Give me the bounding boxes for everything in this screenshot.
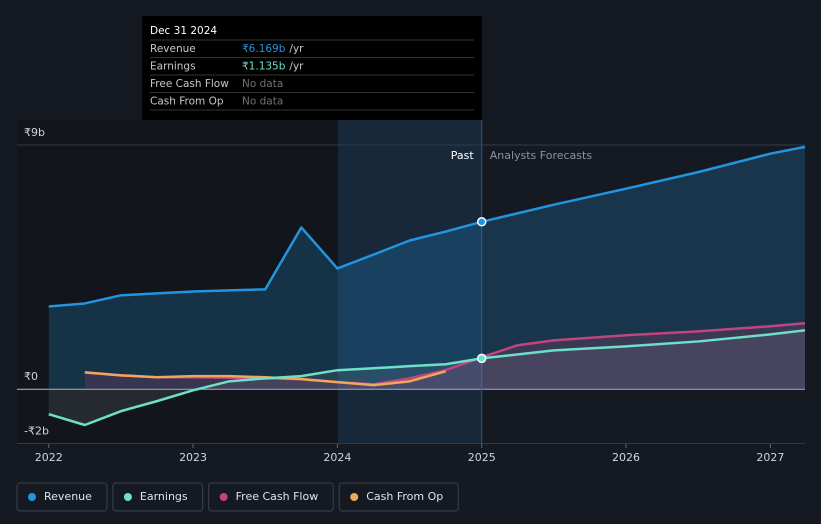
point-marker: [476, 353, 487, 364]
legend-button[interactable]: [16, 482, 108, 512]
tooltip-unit: /yr: [289, 61, 304, 73]
area: [48, 146, 805, 390]
series-line: [48, 145, 806, 308]
tooltip-value: No data: [242, 78, 283, 90]
y-tick-label: ₹9b: [24, 126, 45, 139]
legend-button[interactable]: [208, 482, 334, 512]
tooltip-title: Dec 31 2024: [150, 25, 217, 37]
tooltip-box: [142, 16, 482, 120]
tooltip-label: Free Cash Flow: [150, 78, 229, 90]
x-tick-label: 2022: [35, 451, 63, 464]
x-tick-label: 2026: [612, 451, 640, 464]
tooltip-value: ₹1.135b: [242, 61, 286, 73]
x-tick-label: 2023: [179, 451, 207, 464]
legend-item[interactable]: Revenue: [16, 482, 108, 512]
legend-swatch: [123, 493, 132, 501]
tooltip-value: No data: [242, 96, 283, 108]
tooltip-unit: /yr: [289, 43, 304, 55]
y-tick-label: ₹0: [24, 370, 38, 383]
point-marker: [476, 217, 487, 227]
past-label: Past: [451, 149, 475, 162]
past-shade: [17, 120, 338, 444]
legend-swatch: [219, 493, 228, 501]
legend-label[interactable]: Revenue: [44, 490, 92, 503]
x-tick-label: 2027: [756, 451, 784, 464]
legend-label[interactable]: Cash From Op: [366, 490, 443, 503]
legend-item[interactable]: Earnings: [112, 482, 204, 512]
tooltip-label: Revenue: [150, 43, 196, 55]
tooltip-label: Cash From Op: [150, 96, 224, 108]
legend-button[interactable]: [338, 482, 459, 512]
series-line: [48, 329, 806, 427]
legend-swatch: [28, 493, 36, 501]
legend-button[interactable]: [112, 482, 204, 512]
legend-label[interactable]: Free Cash Flow: [236, 490, 319, 503]
tooltip-value: ₹6.169b: [242, 43, 286, 55]
forecast-label: Analysts Forecasts: [490, 149, 593, 162]
x-tick-label: 2025: [468, 451, 496, 464]
x-tick-label: 2024: [323, 451, 351, 464]
legend-label[interactable]: Earnings: [140, 490, 188, 503]
legend-item[interactable]: Free Cash Flow: [208, 482, 334, 512]
legend-swatch: [350, 493, 359, 501]
area: [84, 323, 806, 390]
y-tick-label: -₹2b: [24, 424, 49, 437]
tooltip-label: Earnings: [150, 61, 196, 73]
legend-item[interactable]: Cash From Op: [338, 482, 459, 512]
recent-shade: [338, 120, 482, 444]
